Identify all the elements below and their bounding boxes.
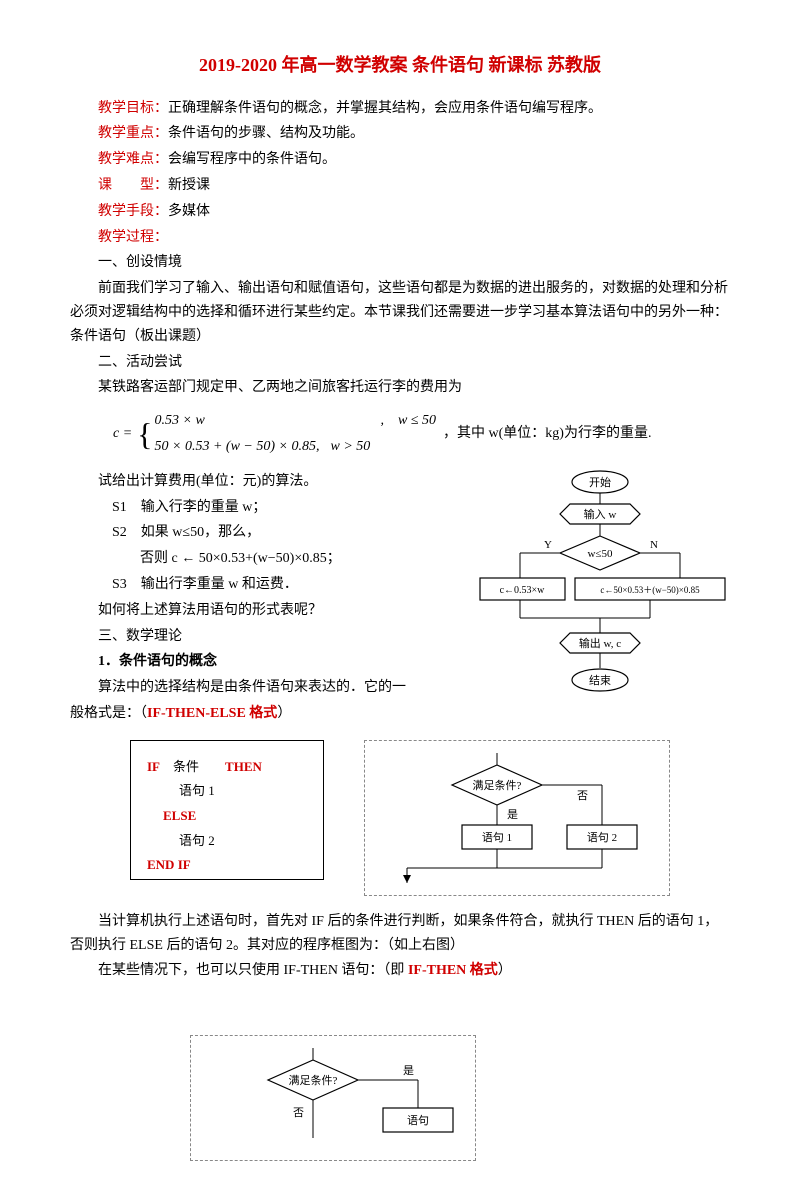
section3-p1b-line: 般格式是：（IF-THEN-ELSE 格式）	[70, 702, 458, 726]
mini-s2: 语句 2	[587, 831, 617, 844]
section3-title1: 1．条件语句的概念	[70, 650, 458, 674]
step-s1: S1 输入行李的重量 w；	[70, 496, 458, 520]
formula-row2: 50 × 0.53 + (w − 50) × 0.85,	[154, 434, 321, 460]
mini2-no: 否	[293, 1107, 304, 1119]
flowchart-main: 开始 输入 w w≤50 Y N c←0.53×w c←50×0.53＋(w−5…	[470, 468, 730, 718]
formula-row1: 0.53 × w	[154, 408, 321, 434]
document-page: 2019-2020 年高一数学教案 条件语句 新课标 苏教版 教学目标：正确理解…	[0, 0, 800, 1191]
type-line: 课 型：新授课	[70, 174, 730, 198]
type-text: 新授课	[168, 178, 210, 193]
section3-p1d: ）	[277, 706, 291, 721]
formula-tail: ，其中 w(单位：kg)为行李的重量.	[437, 408, 652, 460]
formula-cond2: w > 50	[320, 434, 437, 460]
steps-column: 试给出计算费用(单位：元)的算法。 S1 输入行李的重量 w； S2 如果 w≤…	[70, 468, 458, 726]
diff-text: 会编写程序中的条件语句。	[168, 152, 336, 167]
focus-label: 教学重点：	[98, 126, 168, 141]
section4-p2a: 在某些情况下，也可以只使用 IF-THEN 语句：（即	[98, 963, 408, 978]
code-if: IF	[147, 759, 160, 774]
code-then: THEN	[225, 759, 262, 774]
code-s2: 语句 2	[147, 829, 307, 854]
type-label: 课 型：	[98, 178, 168, 193]
flow-input: 输入 w	[584, 507, 617, 521]
means-line: 教学手段：多媒体	[70, 200, 730, 224]
flow-no: N	[650, 539, 658, 551]
page-title: 2019-2020 年高一数学教案 条件语句 新课标 苏教版	[70, 50, 730, 81]
flow-out: 输出 w, c	[579, 636, 621, 650]
section3-heading: 三、数学理论	[70, 625, 458, 649]
mini-yes: 是	[507, 808, 518, 821]
means-label: 教学手段：	[98, 204, 168, 219]
content-flow-row: 试给出计算费用(单位：元)的算法。 S1 输入行李的重量 w； S2 如果 w≤…	[70, 468, 730, 726]
section2-heading: 二、活动尝试	[70, 351, 730, 375]
flow-start: 开始	[589, 475, 611, 489]
mini2-yes: 是	[403, 1064, 414, 1077]
mini-flowchart: 满足条件? 是 否 语句 1 语句 2	[364, 740, 670, 896]
flowchart-svg: 开始 输入 w w≤50 Y N c←0.53×w c←50×0.53＋(w−5…	[470, 468, 730, 718]
section4-p2-line: 在某些情况下，也可以只使用 IF-THEN 语句：（即 IF-THEN 格式）	[70, 959, 730, 983]
flow-right: c←50×0.53＋(w−50)×0.85	[600, 585, 700, 595]
code-box: IF 条件 THEN 语句 1 ELSE 语句 2 END IF	[130, 740, 324, 880]
section4-p1: 当计算机执行上述语句时，首先对 IF 后的条件进行判断，如果条件符合，就执行 T…	[70, 910, 730, 958]
mini-flow-svg: 满足条件? 是 否 语句 1 语句 2	[377, 753, 657, 883]
mini-cond: 满足条件?	[473, 778, 522, 792]
mini-flowchart-2: 满足条件? 是 否 语句	[190, 1035, 476, 1161]
code-cond: 条件	[173, 759, 199, 774]
mini-no: 否	[577, 790, 588, 802]
flow-cond: w≤50	[588, 548, 613, 560]
section1-heading: 一、创设情境	[70, 251, 730, 275]
flow-end: 结束	[589, 674, 611, 687]
section2-p2: 试给出计算费用(单位：元)的算法。	[70, 470, 458, 494]
diff-label: 教学难点：	[98, 152, 168, 167]
goal-line: 教学目标：正确理解条件语句的概念，并掌握其结构，会应用条件语句编写程序。	[70, 97, 730, 121]
diff-line: 教学难点：会编写程序中的条件语句。	[70, 148, 730, 172]
focus-line: 教学重点：条件语句的步骤、结构及功能。	[70, 122, 730, 146]
section4-p2c: ）	[498, 963, 512, 978]
section4-p2b: IF-THEN 格式	[408, 963, 498, 978]
mini2-cond: 满足条件?	[289, 1073, 338, 1087]
mini2-stmt: 语句	[407, 1114, 429, 1127]
flow-yes: Y	[544, 539, 552, 551]
process-line: 教学过程：	[70, 226, 730, 250]
section2-p1: 某铁路客运部门规定甲、乙两地之间旅客托运行李的费用为	[70, 376, 730, 400]
mini-flow2-svg: 满足条件? 是 否 语句	[203, 1048, 463, 1148]
means-text: 多媒体	[168, 204, 210, 219]
code-and-miniflow-row: IF 条件 THEN 语句 1 ELSE 语句 2 END IF 满足条件? 是…	[130, 740, 730, 896]
section3-p1: 算法中的选择结构是由条件语句来表达的．它的一	[70, 676, 458, 700]
formula-c: c =	[112, 408, 136, 460]
section2-q: 如何将上述算法用语句的形式表呢？	[70, 599, 458, 623]
mini-s1: 语句 1	[482, 831, 512, 844]
section3-p1c: IF-THEN-ELSE 格式	[147, 706, 277, 721]
step-s2b: 否则 c ← 50×0.53+(w−50)×0.85；	[70, 547, 458, 571]
section3-p1b: 般格式是：（	[70, 706, 147, 721]
formula-block: c = { 0.53 × w , w ≤ 50 ，其中 w(单位：kg)为行李的…	[112, 408, 730, 460]
code-s1: 语句 1	[147, 779, 307, 804]
flow-left: c←0.53×w	[500, 585, 546, 596]
code-else: ELSE	[163, 808, 196, 823]
goal-text: 正确理解条件语句的概念，并掌握其结构，会应用条件语句编写程序。	[168, 101, 602, 116]
code-endif: END IF	[147, 857, 191, 872]
step-s2: S2 如果 w≤50，那么，	[70, 521, 458, 545]
focus-text: 条件语句的步骤、结构及功能。	[168, 126, 364, 141]
step-s3: S3 输出行李重量 w 和运费．	[70, 573, 458, 597]
formula-cond1: , w ≤ 50	[320, 408, 437, 434]
process-label: 教学过程：	[98, 230, 168, 245]
section1-p1: 前面我们学习了输入、输出语句和赋值语句，这些语句都是为数据的进出服务的，对数据的…	[70, 277, 730, 348]
goal-label: 教学目标：	[98, 101, 168, 116]
